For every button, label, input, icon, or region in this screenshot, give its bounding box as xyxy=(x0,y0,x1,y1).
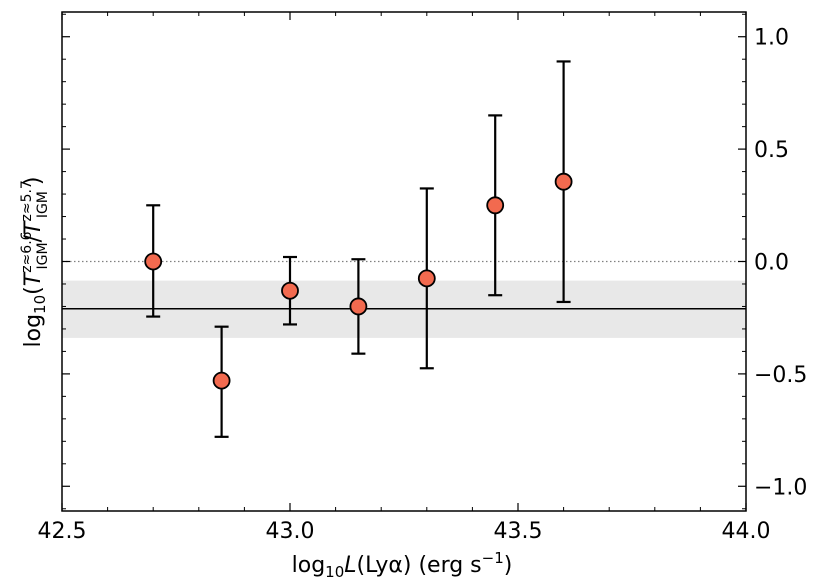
x-tick-label: 43.5 xyxy=(494,519,543,544)
y-axis-label: log10(Tz≈6.6IGM/Tz≈5.7IGM) xyxy=(19,177,51,348)
plot-area xyxy=(62,12,746,511)
data-point xyxy=(281,281,299,300)
y-tick-label: −0.5 xyxy=(754,363,807,388)
plot-background xyxy=(62,12,746,511)
data-point xyxy=(417,269,436,288)
x-tick-label: 43.0 xyxy=(266,519,315,544)
x-axis-label: log10L(Lyα) (erg s−1) xyxy=(292,549,513,581)
plot-frame xyxy=(61,11,747,512)
x-tick-label: 44.0 xyxy=(722,519,771,544)
y-tick-label: 1.0 xyxy=(754,26,789,51)
x-tick-label: 42.5 xyxy=(38,519,87,544)
plot-border xyxy=(61,11,747,512)
data-point xyxy=(349,297,368,316)
data-point xyxy=(212,371,231,390)
y-tick-label: −1.0 xyxy=(754,475,807,500)
data-point xyxy=(144,252,163,271)
ticks-layer: 42.5 43.0 43.5 44.0 −1.0 −0.5 0.0 0.5 1.0 xyxy=(38,12,807,544)
data-point xyxy=(554,172,573,191)
y-tick-label: 0.5 xyxy=(754,138,789,163)
y-tick-label: 0.0 xyxy=(754,251,789,276)
data-point xyxy=(486,196,505,215)
data-points-layer xyxy=(144,172,573,390)
reference-lines-layer xyxy=(62,260,746,310)
